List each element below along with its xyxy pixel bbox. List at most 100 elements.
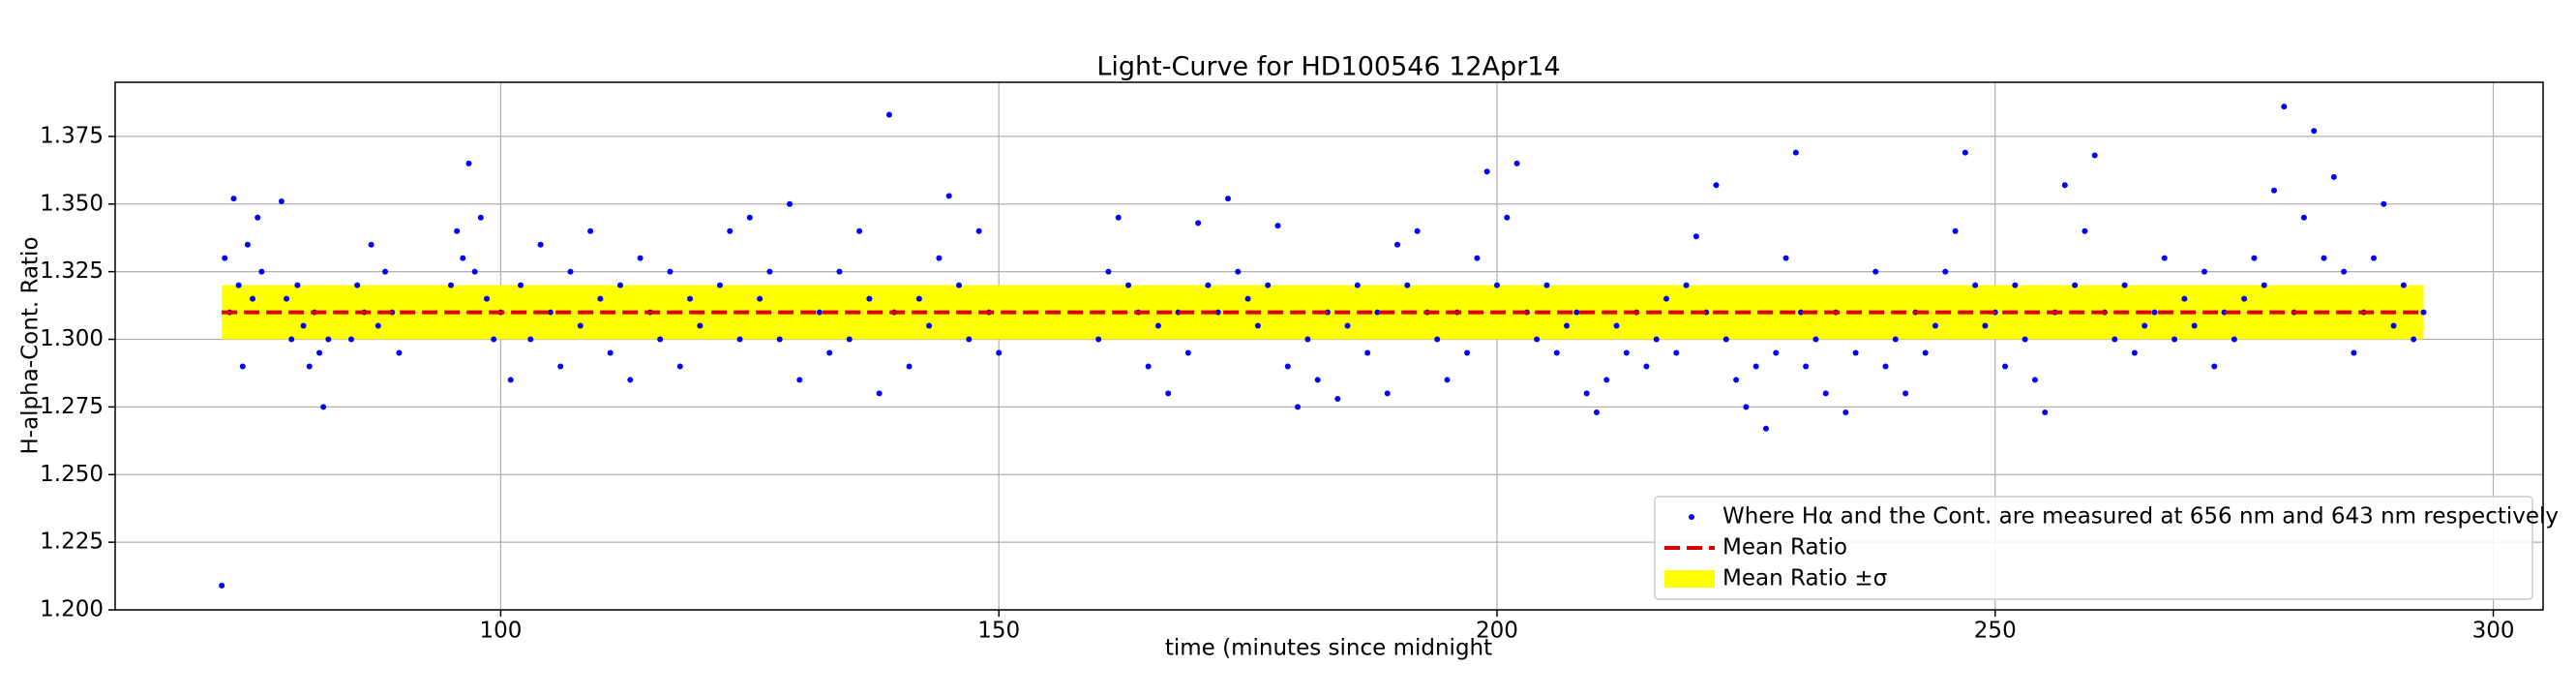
y-tick-label: 1.275	[40, 394, 104, 419]
y-tick-label: 1.350	[40, 191, 104, 216]
data-point	[577, 322, 584, 329]
data-point	[1195, 220, 1202, 227]
data-point	[2381, 200, 2387, 207]
data-point	[1384, 390, 1391, 397]
legend-box	[1654, 496, 2533, 600]
data-point	[727, 227, 734, 234]
data-point	[1344, 322, 1351, 329]
legend-label: Where Hα and the Cont. are measured at 6…	[1722, 504, 2559, 530]
data-point	[2390, 322, 2397, 329]
x-tick-label: 250	[1974, 619, 2017, 644]
data-point	[507, 377, 514, 383]
data-point	[1962, 149, 1968, 156]
data-point	[2400, 282, 2407, 288]
y-axis-label: H-alpha-Cont. Ratio	[18, 236, 44, 454]
data-point	[2131, 349, 2138, 356]
data-point	[1414, 227, 1421, 234]
data-point	[567, 268, 574, 275]
data-point	[956, 282, 963, 288]
data-point	[2191, 322, 2198, 329]
data-point	[1743, 404, 1750, 410]
data-point	[1692, 233, 1699, 240]
data-point	[491, 336, 497, 343]
data-point	[1354, 282, 1361, 288]
data-point	[1504, 214, 1511, 221]
data-point	[2261, 282, 2267, 288]
data-point	[816, 309, 823, 316]
data-point	[776, 336, 783, 343]
data-point	[906, 363, 913, 370]
data-point	[1613, 322, 1620, 329]
x-tick-label: 100	[479, 619, 522, 644]
data-point	[1762, 425, 1769, 432]
data-point	[2341, 268, 2348, 275]
data-point	[1444, 377, 1451, 383]
data-point	[1404, 282, 1411, 288]
data-point	[2311, 128, 2318, 135]
data-point	[1274, 223, 1281, 229]
data-point	[1184, 349, 1191, 356]
data-point	[736, 336, 743, 343]
data-point	[396, 349, 403, 356]
data-point	[2061, 182, 2068, 189]
data-point	[1334, 396, 1341, 402]
data-point	[1663, 295, 1670, 302]
data-point	[2281, 104, 2288, 110]
data-point	[2022, 336, 2028, 343]
data-point	[856, 227, 863, 234]
data-point	[1394, 241, 1401, 248]
data-point	[945, 193, 952, 199]
data-point	[348, 336, 355, 343]
x-axis-label: time (minutes since midnight	[1165, 636, 1492, 661]
y-tick-label: 1.375	[40, 123, 104, 148]
data-point	[2181, 295, 2188, 302]
data-point	[2201, 268, 2207, 275]
data-point	[1304, 336, 1311, 343]
data-point	[1553, 349, 1560, 356]
data-point	[1235, 268, 1242, 275]
data-point	[1922, 349, 1929, 356]
data-point	[284, 295, 290, 302]
data-point	[1225, 196, 1232, 202]
data-point	[1374, 309, 1381, 316]
data-point	[1683, 282, 1690, 288]
data-point	[2151, 309, 2158, 316]
data-point	[1364, 349, 1371, 356]
data-point	[454, 227, 461, 234]
data-point	[2300, 214, 2307, 221]
data-point	[1782, 255, 1789, 261]
data-point	[746, 214, 753, 221]
data-point	[1653, 336, 1660, 343]
plot-frame	[114, 81, 2544, 611]
legend-label: Mean Ratio	[1722, 535, 1847, 561]
data-point	[1573, 309, 1580, 316]
data-point	[1942, 268, 1949, 275]
data-point	[484, 295, 491, 302]
data-point	[1842, 409, 1849, 415]
data-point	[244, 241, 251, 248]
data-point	[2321, 255, 2327, 261]
data-point	[1593, 409, 1600, 415]
data-point	[2241, 295, 2248, 302]
data-point	[1583, 390, 1590, 397]
data-point	[757, 295, 764, 302]
data-point	[667, 268, 674, 275]
data-point	[2072, 282, 2079, 288]
data-point	[2420, 309, 2427, 316]
data-point	[306, 363, 313, 370]
data-point	[1483, 168, 1490, 175]
data-point	[1115, 214, 1122, 221]
data-point	[975, 227, 982, 234]
data-point	[926, 322, 933, 329]
data-point	[1752, 363, 1759, 370]
data-point	[374, 322, 381, 329]
data-point	[1474, 255, 1481, 261]
data-point	[687, 295, 694, 302]
data-point	[2411, 336, 2417, 343]
data-point	[1295, 404, 1302, 410]
data-point	[627, 377, 634, 383]
chart-title: Light-Curve for HD100546 12Apr14	[1096, 52, 1560, 82]
data-point	[316, 349, 323, 356]
data-point	[1952, 227, 1959, 234]
